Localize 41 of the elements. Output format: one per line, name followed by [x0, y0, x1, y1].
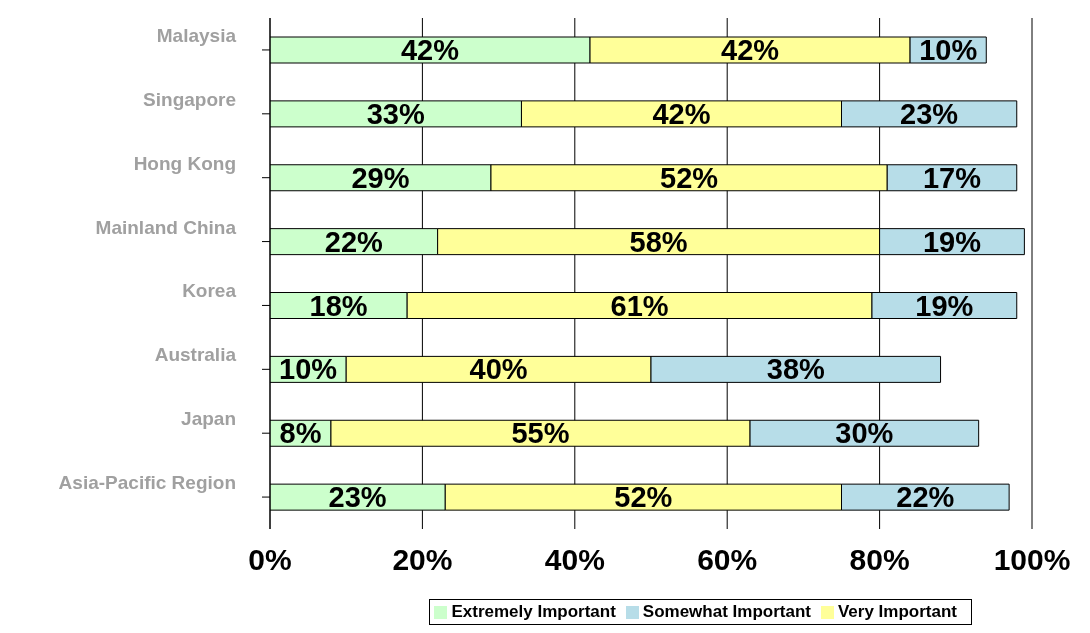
x-tick-label: 0%	[248, 543, 292, 577]
data-label: 61%	[610, 289, 669, 322]
data-label: 42%	[652, 97, 711, 130]
x-tick-label: 20%	[392, 543, 453, 577]
data-label: 38%	[766, 353, 826, 386]
data-label: 23%	[328, 481, 387, 514]
data-label: 33%	[366, 97, 425, 130]
data-label: 22%	[896, 481, 955, 514]
data-label: 29%	[351, 161, 410, 194]
data-label: 10%	[279, 353, 338, 386]
y-tick-label: Malaysia	[156, 24, 237, 46]
x-tick-label: 40%	[544, 543, 605, 577]
data-label: 19%	[922, 225, 982, 258]
data-label: 22%	[324, 225, 384, 258]
y-tick-label: Japan	[181, 408, 236, 430]
legend-label: Somewhat Important	[642, 602, 811, 621]
y-tick-label: Singapore	[143, 88, 236, 110]
y-tick-label: Korea	[182, 280, 237, 302]
data-label: 42%	[401, 34, 460, 66]
data-label: 18%	[309, 289, 368, 322]
data-label: 10%	[919, 34, 978, 66]
x-tick-label: 80%	[849, 543, 910, 577]
data-label: 58%	[629, 225, 688, 258]
legend-label: Extremely Important	[451, 602, 616, 621]
data-label: 23%	[900, 97, 959, 130]
data-label: 17%	[922, 161, 982, 194]
x-tick-label: 100%	[993, 543, 1071, 577]
data-label: 30%	[835, 417, 894, 450]
y-tick-label: Hong Kong	[133, 152, 236, 174]
legend-label: Very Important	[837, 602, 957, 621]
y-tick-label: Asia-Pacific Region	[58, 472, 236, 494]
data-label: 19%	[915, 289, 974, 322]
data-label: 8%	[279, 417, 322, 450]
data-label: 52%	[660, 161, 719, 194]
x-tick-label: 60%	[697, 543, 758, 577]
y-tick-label: Mainland China	[95, 216, 237, 238]
y-tick-label: Australia	[154, 344, 237, 366]
data-label: 52%	[614, 481, 673, 514]
data-label: 55%	[511, 417, 570, 450]
data-label: 40%	[469, 353, 528, 386]
data-label: 42%	[721, 34, 780, 66]
